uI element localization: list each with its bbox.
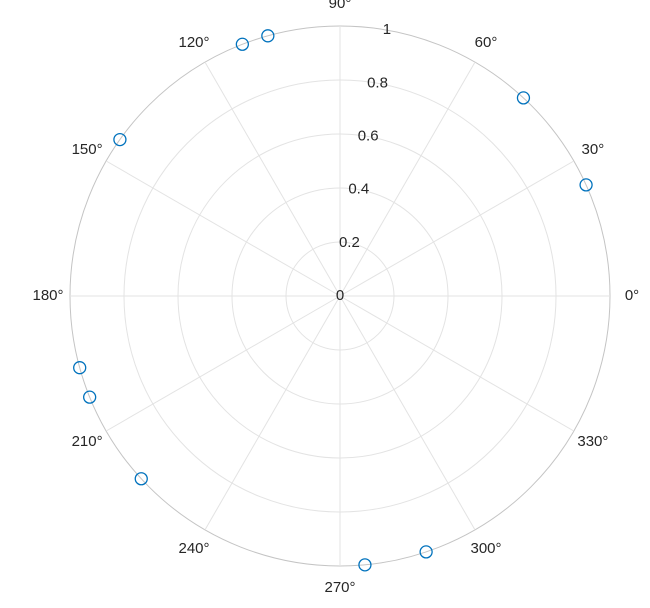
grid-spoke [339,295,575,432]
grid-spoke [339,61,476,297]
r-tick-label: 0.2 [339,234,360,251]
theta-tick-label: 30° [582,141,605,158]
theta-tick-label: 270° [324,579,355,596]
theta-tick-label: 120° [178,34,209,51]
grid-spoke [339,160,575,297]
theta-tick-label: 240° [178,540,209,557]
data-point [358,558,372,572]
theta-tick-label: 150° [72,141,103,158]
r-tick-label: 0 [336,287,344,304]
data-point [73,361,87,375]
data-point [235,37,250,51]
grid-spoke [204,295,341,531]
theta-tick-label: 330° [577,433,608,450]
data-point [113,132,127,147]
data-point [579,178,593,192]
theta-tick-label: 300° [470,540,501,557]
r-tick-label: 0.8 [367,74,388,91]
data-point [134,472,148,486]
data-point [419,545,433,559]
r-tick-label: 1 [383,21,391,38]
theta-tick-label: 180° [32,287,63,304]
grid-spoke [105,295,341,432]
r-tick-label: 0.6 [358,127,379,144]
theta-tick-label: 210° [72,433,103,450]
theta-tick-label: 90° [329,0,352,12]
grid-spoke [204,61,341,297]
data-point [516,91,531,105]
grid-spoke [339,295,476,531]
theta-tick-label: 60° [475,34,498,51]
r-tick-label: 0.4 [348,181,369,198]
grid-spoke [105,160,341,297]
data-point [261,29,275,43]
theta-tick-label: 0° [625,287,639,304]
data-point [83,390,97,404]
